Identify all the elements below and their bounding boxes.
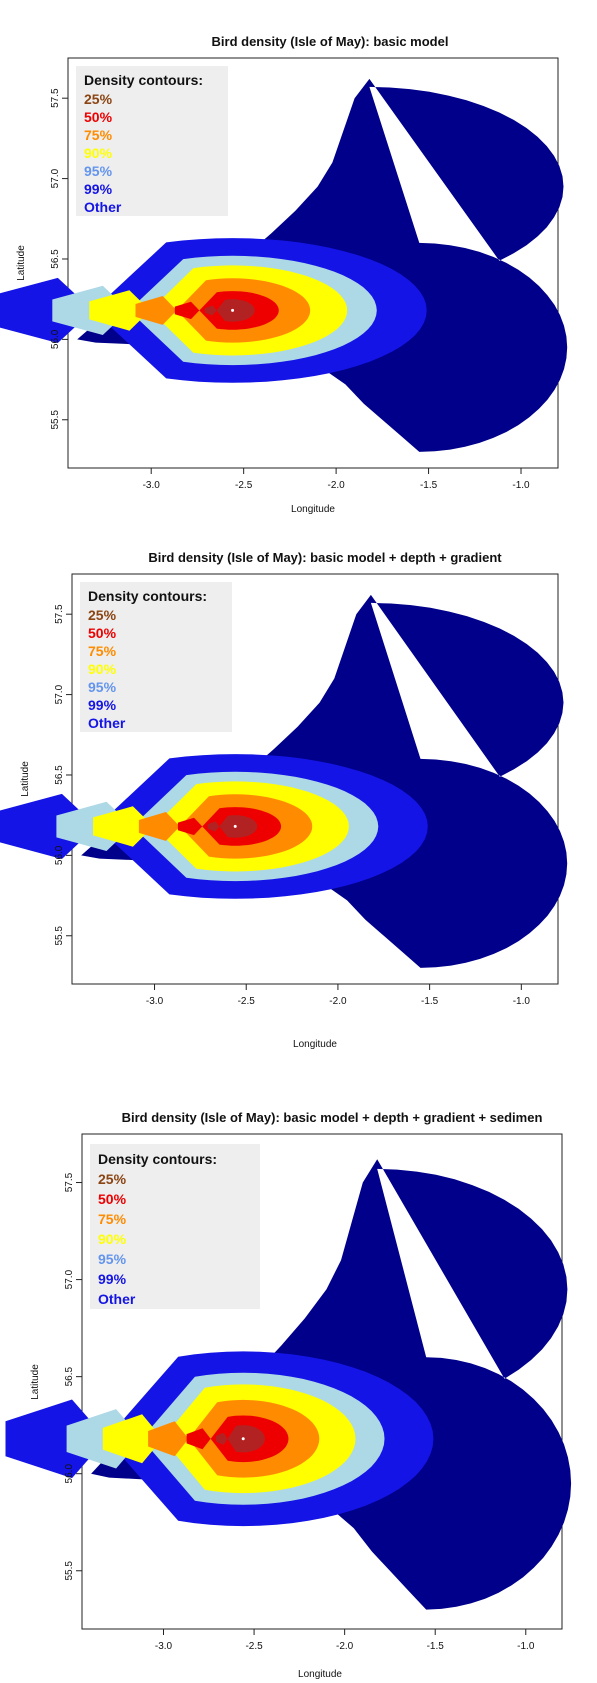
chart-svg-1: Bird density (Isle of May): basic model … [0, 34, 568, 515]
legend-entry-50: 50% [98, 1191, 127, 1207]
chart-panel-2: Bird density (Isle of May): basic model … [0, 540, 597, 1100]
x-ticks-1: -3.0 -2.5 -2.0 -1.5 -1.0 [143, 468, 530, 491]
legend-1: Density contours: 25% 50% 75% 90% 95% 99… [76, 66, 228, 216]
legend-entry-95: 95% [98, 1251, 127, 1267]
map-layer-3 [5, 1159, 572, 1610]
x-tick-label: -2.5 [245, 1641, 263, 1652]
y-tick-label: 56.5 [64, 1366, 75, 1386]
legend-title-3: Density contours: [98, 1151, 217, 1167]
legend-entry-25: 25% [88, 607, 117, 623]
x-tick-label: -1.5 [427, 1641, 445, 1652]
y-tick-label: 57.5 [54, 604, 65, 624]
legend-entry-25: 25% [84, 91, 113, 107]
legend-entry-50: 50% [84, 109, 113, 125]
legend-2: Density contours: 25% 50% 75% 90% 95% 99… [80, 582, 232, 732]
y-axis-label-3: Latitude [30, 1364, 41, 1400]
density-band-25 [204, 299, 255, 322]
legend-box-1 [76, 66, 228, 216]
x-ticks-3: -3.0 -2.5 -2.0 -1.5 -1.0 [155, 1629, 535, 1652]
chart-panel-3: Bird density (Isle of May): basic model … [0, 1100, 597, 1683]
plot-frame-1 [67, 57, 559, 469]
legend-entry-90: 90% [98, 1231, 127, 1247]
x-axis-label-3: Longitude [298, 1669, 342, 1680]
legend-entry-95: 95% [84, 163, 113, 179]
density-band-25 [207, 815, 258, 838]
legend-entry-99: 99% [98, 1271, 127, 1287]
x-tick-label: -1.5 [421, 996, 439, 1007]
y-axis-label-2: Latitude [20, 761, 31, 797]
y-ticks-3: 55.5 56.0 56.5 57.0 57.5 [64, 1172, 82, 1580]
y-tick-label: 55.5 [54, 926, 65, 946]
legend-entry-90: 90% [88, 661, 117, 677]
y-tick-label: 55.5 [64, 1561, 75, 1581]
y-axis-label-1: Latitude [16, 245, 27, 281]
map-layer-1 [0, 78, 568, 452]
x-axis-label-2: Longitude [293, 1039, 337, 1050]
x-tick-label: -1.0 [512, 480, 530, 491]
y-ticks-1: 55.5 56.0 56.5 57.0 57.5 [50, 88, 68, 429]
legend-entry-75: 75% [98, 1211, 127, 1227]
y-tick-label: 56.5 [54, 765, 65, 785]
x-tick-label: -2.5 [235, 480, 253, 491]
y-ticks-2: 55.5 56.0 56.5 57.0 57.5 [54, 604, 72, 945]
density-band-25 [216, 1425, 265, 1453]
colony-marker [233, 824, 237, 828]
legend-3: Density contours: 25% 50% 75% 90% 95% 99… [90, 1144, 260, 1309]
x-tick-label: -1.0 [513, 996, 531, 1007]
legend-title-1: Density contours: [84, 72, 203, 88]
legend-entry-other: Other [88, 715, 126, 731]
legend-entry-50: 50% [88, 625, 117, 641]
y-tick-label: 56.5 [50, 249, 61, 269]
legend-entry-95: 95% [88, 679, 117, 695]
legend-entry-99: 99% [88, 697, 117, 713]
chart-title-2: Bird density (Isle of May): basic model … [148, 550, 502, 565]
legend-entry-75: 75% [88, 643, 117, 659]
chart-title-1: Bird density (Isle of May): basic model [212, 34, 449, 49]
legend-entry-25: 25% [98, 1171, 127, 1187]
x-tick-label: -1.5 [420, 480, 438, 491]
chart-title-3: Bird density (Isle of May): basic model … [122, 1110, 543, 1125]
y-tick-label: 56.0 [50, 329, 61, 349]
plot-frame-2 [71, 573, 559, 985]
y-tick-label: 56.0 [64, 1464, 75, 1484]
x-tick-label: -2.0 [329, 996, 347, 1007]
y-tick-label: 57.5 [50, 88, 61, 108]
chart-svg-2: Bird density (Isle of May): basic model … [0, 550, 568, 1050]
x-tick-label: -2.0 [336, 1641, 354, 1652]
legend-entry-99: 99% [84, 181, 113, 197]
map-layer-2 [0, 594, 568, 968]
colony-marker [231, 308, 235, 312]
x-ticks-2: -3.0 -2.5 -2.0 -1.5 -1.0 [146, 984, 530, 1007]
plot-frame-3 [81, 1133, 563, 1630]
legend-box-3 [90, 1144, 260, 1309]
x-tick-label: -3.0 [143, 480, 161, 491]
legend-entry-other: Other [84, 199, 122, 215]
y-tick-label: 55.5 [50, 410, 61, 430]
y-tick-label: 57.0 [64, 1269, 75, 1289]
x-tick-label: -3.0 [155, 1641, 173, 1652]
colony-marker [241, 1437, 245, 1441]
legend-box-2 [80, 582, 232, 732]
legend-title-2: Density contours: [88, 588, 207, 604]
x-tick-label: -1.0 [517, 1641, 535, 1652]
x-tick-label: -2.0 [327, 480, 345, 491]
chart-panel-1: Bird density (Isle of May): basic model … [0, 0, 597, 540]
y-tick-label: 57.0 [54, 684, 65, 704]
y-tick-label: 56.0 [54, 845, 65, 865]
x-tick-label: -3.0 [146, 996, 164, 1007]
chart-svg-3: Bird density (Isle of May): basic model … [5, 1110, 572, 1680]
x-axis-label-1: Longitude [291, 504, 335, 515]
legend-entry-other: Other [98, 1291, 136, 1307]
legend-entry-75: 75% [84, 127, 113, 143]
legend-entry-90: 90% [84, 145, 113, 161]
y-tick-label: 57.5 [64, 1172, 75, 1192]
y-tick-label: 57.0 [50, 168, 61, 188]
x-tick-label: -2.5 [238, 996, 256, 1007]
